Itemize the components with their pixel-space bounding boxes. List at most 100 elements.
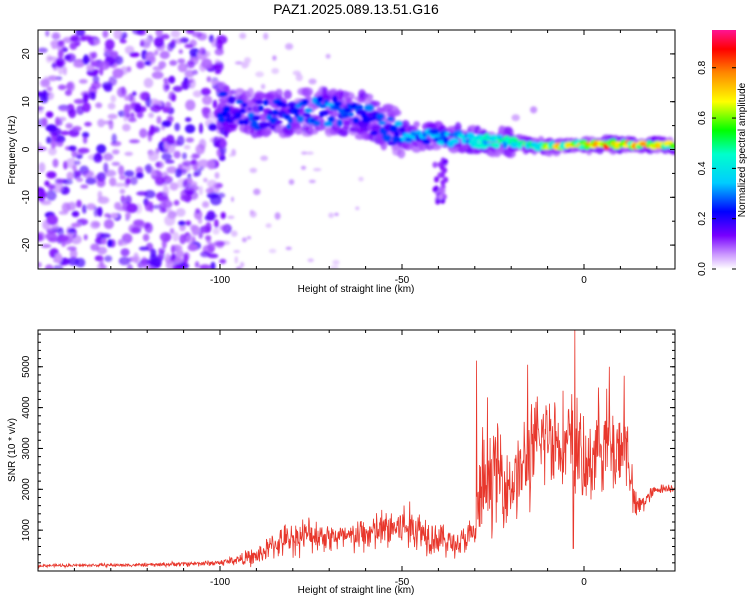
spectrogram-noise-cell <box>99 233 111 239</box>
spectrogram-ridge-cell <box>283 89 292 100</box>
spectrogram-noise-cell <box>192 90 202 98</box>
spectrogram-noise-cell <box>56 44 66 52</box>
spectrogram-noise-cell <box>63 66 67 76</box>
spectrogram-noise-cell <box>80 184 89 189</box>
spectrogram-noise-cell <box>47 184 56 190</box>
spectrogram-noise-cell <box>208 123 218 131</box>
spectrogram-ridge-cell <box>422 138 431 145</box>
spectrogram-noise-cell <box>112 68 124 79</box>
spectrogram-noise-cell <box>153 36 165 48</box>
spectrogram-ridge-cell <box>238 119 245 125</box>
spectrogram-noise-cell <box>119 188 126 195</box>
spectrogram-y-tick-label: 0 <box>21 146 32 152</box>
spectrogram-ridge-cell <box>241 102 248 108</box>
spectrogram-y-tick-label: -20 <box>21 237 32 252</box>
spectrogram-noise-cell <box>185 137 195 143</box>
spectrogram-noise-cell <box>65 123 73 129</box>
spectrogram-noise-cell <box>93 206 99 218</box>
spectrogram-noise-cell <box>263 32 269 40</box>
spectrogram-noise-cell <box>178 49 183 54</box>
spectrogram-noise-cell <box>60 130 70 136</box>
spectrogram-noise-cell <box>214 48 224 56</box>
spectrogram-noise <box>38 30 538 269</box>
spectrogram-noise-cell <box>86 203 96 211</box>
spectrogram-noise-cell <box>154 49 159 56</box>
spectrogram-noise-cell <box>128 139 140 144</box>
spectrogram-noise-cell <box>172 231 180 242</box>
spectrogram-noise-cell <box>158 61 167 69</box>
spectrogram-noise-cell <box>143 77 154 88</box>
spectrogram-noise-cell <box>198 122 204 134</box>
spectrogram-noise-cell <box>48 237 59 243</box>
spectrogram-noise-cell <box>45 30 50 37</box>
spectrogram-noise-cell <box>135 172 144 179</box>
spectrogram-ridge-cell <box>497 134 504 140</box>
spectrogram-noise-cell <box>102 153 114 161</box>
spectrogram-noise-cell <box>47 75 58 82</box>
spectrogram-noise-cell <box>124 95 130 101</box>
spectrogram-noise-cell <box>107 239 113 248</box>
spectrogram-noise-cell <box>38 261 42 268</box>
spectrogram-noise-cell <box>161 120 172 128</box>
spectrogram-noise-cell <box>148 151 159 162</box>
spectrogram-noise-cell <box>173 199 180 206</box>
spectrogram-ridge-cell <box>235 99 244 104</box>
spectrogram-noise-cell <box>158 141 166 151</box>
spectrogram-ridge-cell <box>279 103 288 108</box>
spectrogram-noise-cell <box>76 177 84 182</box>
spectrogram-noise-cell <box>161 152 172 161</box>
spectrogram-noise-cell <box>86 65 95 72</box>
spectrogram-noise-cell <box>272 55 277 61</box>
spectrogram-noise-cell <box>300 165 307 170</box>
spectrogram-noise-cell <box>82 170 94 179</box>
spectrogram-noise-cell <box>116 86 127 98</box>
spectrogram-noise-cell <box>93 154 103 163</box>
spectrogram-noise-cell <box>260 155 268 161</box>
spectrogram-noise-cell <box>113 30 123 40</box>
spectrogram-ridge-cell <box>296 115 305 123</box>
snr-panel: -100 -50 0 1000 2000 3000 4000 5000 Height of s… <box>7 329 676 596</box>
spectrogram-noise-cell <box>124 45 135 55</box>
spectrogram-noise-cell <box>68 145 77 151</box>
spectrogram-noise-cell <box>214 192 226 199</box>
spectrogram-noise-cell <box>184 69 195 78</box>
spectrogram-ridge-cell <box>443 158 448 165</box>
spectrogram-noise-cell <box>203 177 208 183</box>
spectrogram-ridge-cell <box>251 115 261 121</box>
spectrogram-ridge-cell <box>370 130 378 136</box>
spectrogram-noise-cell <box>67 228 76 234</box>
spectrogram-ridge-cell <box>332 95 338 103</box>
spectrogram-noise-cell <box>191 225 200 236</box>
spectrogram-noise-cell <box>104 213 111 218</box>
snr-y-tick-label: 3000 <box>21 437 32 460</box>
spectrogram-noise-cell <box>92 75 100 84</box>
spectrogram-ridge-cell <box>434 176 440 183</box>
spectrogram-noise-cell <box>119 39 127 44</box>
spectrogram-noise-cell <box>58 210 69 215</box>
spectrogram-noise-cell <box>109 177 117 187</box>
spectrogram-noise-cell <box>249 167 258 173</box>
spectrogram-noise-cell <box>41 117 48 127</box>
spectrogram-noise-cell <box>109 50 119 59</box>
spectrogram-ridge-cell <box>287 116 294 124</box>
spectrogram-noise-cell <box>46 214 58 226</box>
spectrogram-ridge-cell <box>304 89 311 100</box>
spectrogram-noise-cell <box>172 264 182 269</box>
spectrogram-noise-cell <box>207 242 216 253</box>
spectrogram-noise-cell <box>126 104 135 111</box>
spectrogram-noise-cell <box>177 63 188 73</box>
spectrogram-ridge-cell <box>218 116 226 123</box>
colorbar-tick-label: 0.2 <box>697 211 708 225</box>
spectrogram-noise-cell <box>104 39 115 50</box>
spectrogram-noise-cell <box>205 221 212 233</box>
spectrogram-noise-cell <box>171 38 177 45</box>
spectrogram-noise-cell <box>121 233 133 244</box>
spectrogram-noise-cell <box>92 39 101 45</box>
spectrogram-noise-cell <box>54 253 63 264</box>
spectrogram-noise-cell <box>185 234 196 245</box>
spectrogram-y-axis-label: Frequency (Hz) <box>7 116 18 185</box>
spectrogram-noise-cell <box>168 75 176 84</box>
spectrogram-noise-cell <box>141 38 151 49</box>
spectrogram-noise-cell <box>53 181 64 193</box>
spectrogram-ridge <box>214 81 675 205</box>
